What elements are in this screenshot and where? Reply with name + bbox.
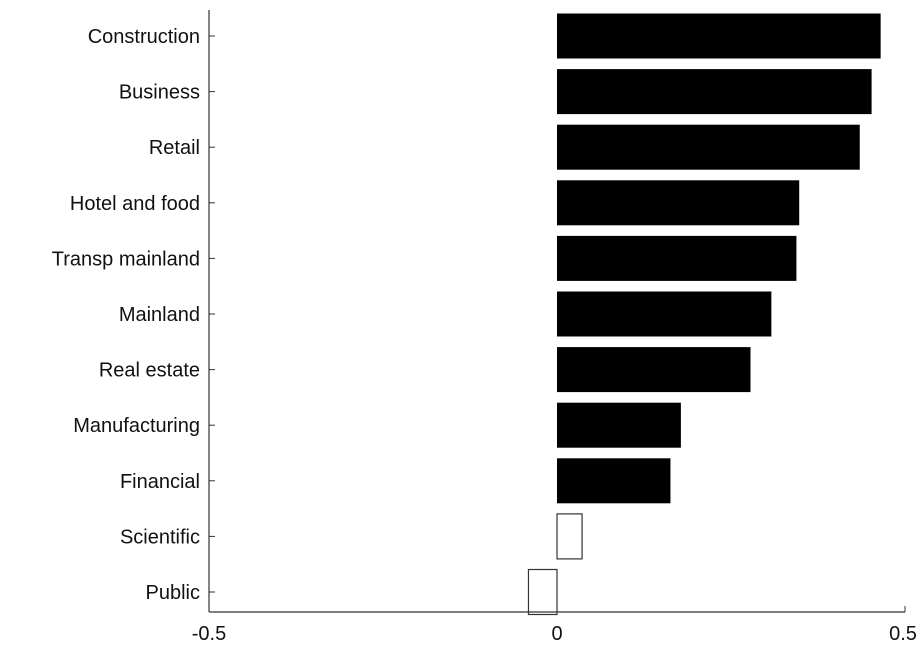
x-tick-label: 0 bbox=[551, 623, 562, 645]
category-label-transp-mainland: Transp mainland bbox=[52, 248, 200, 270]
x-tick-label: -0.5 bbox=[192, 623, 226, 645]
bar-transp-mainland bbox=[557, 235, 797, 281]
bar-financial bbox=[557, 458, 671, 504]
category-label-real-estate: Real estate bbox=[99, 360, 200, 382]
category-label-manufacturing: Manufacturing bbox=[73, 415, 200, 437]
category-label-financial: Financial bbox=[120, 471, 200, 493]
category-label-retail: Retail bbox=[149, 137, 200, 159]
x-tick-0-5: 0.5 bbox=[889, 606, 917, 645]
x-tick-0: 0 bbox=[551, 606, 563, 645]
bar-retail bbox=[557, 124, 860, 170]
bars-layer bbox=[527, 13, 881, 616]
category-label-business: Business bbox=[119, 82, 200, 104]
bar-scientific bbox=[556, 513, 583, 560]
bar-public bbox=[527, 568, 558, 616]
category-labels: Construction Business Retail Hotel and food… bbox=[52, 26, 215, 604]
bar-real-estate bbox=[557, 347, 751, 393]
bar-manufacturing bbox=[557, 402, 681, 448]
bar-business bbox=[557, 69, 872, 115]
bar-hotel-and-food bbox=[557, 180, 800, 226]
bar-mainland bbox=[557, 291, 772, 337]
category-label-scientific: Scientific bbox=[120, 526, 200, 548]
category-label-hotel-and-food: Hotel and food bbox=[70, 193, 200, 215]
x-tick-label: 0.5 bbox=[889, 623, 917, 645]
x-tick-neg-0-5: -0.5 bbox=[192, 606, 226, 645]
category-label-mainland: Mainland bbox=[119, 304, 200, 326]
x-ticks: -0.5 0 0.5 bbox=[192, 606, 917, 645]
bar-construction bbox=[557, 13, 881, 59]
category-label-construction: Construction bbox=[88, 26, 200, 48]
category-label-public: Public bbox=[146, 582, 200, 604]
